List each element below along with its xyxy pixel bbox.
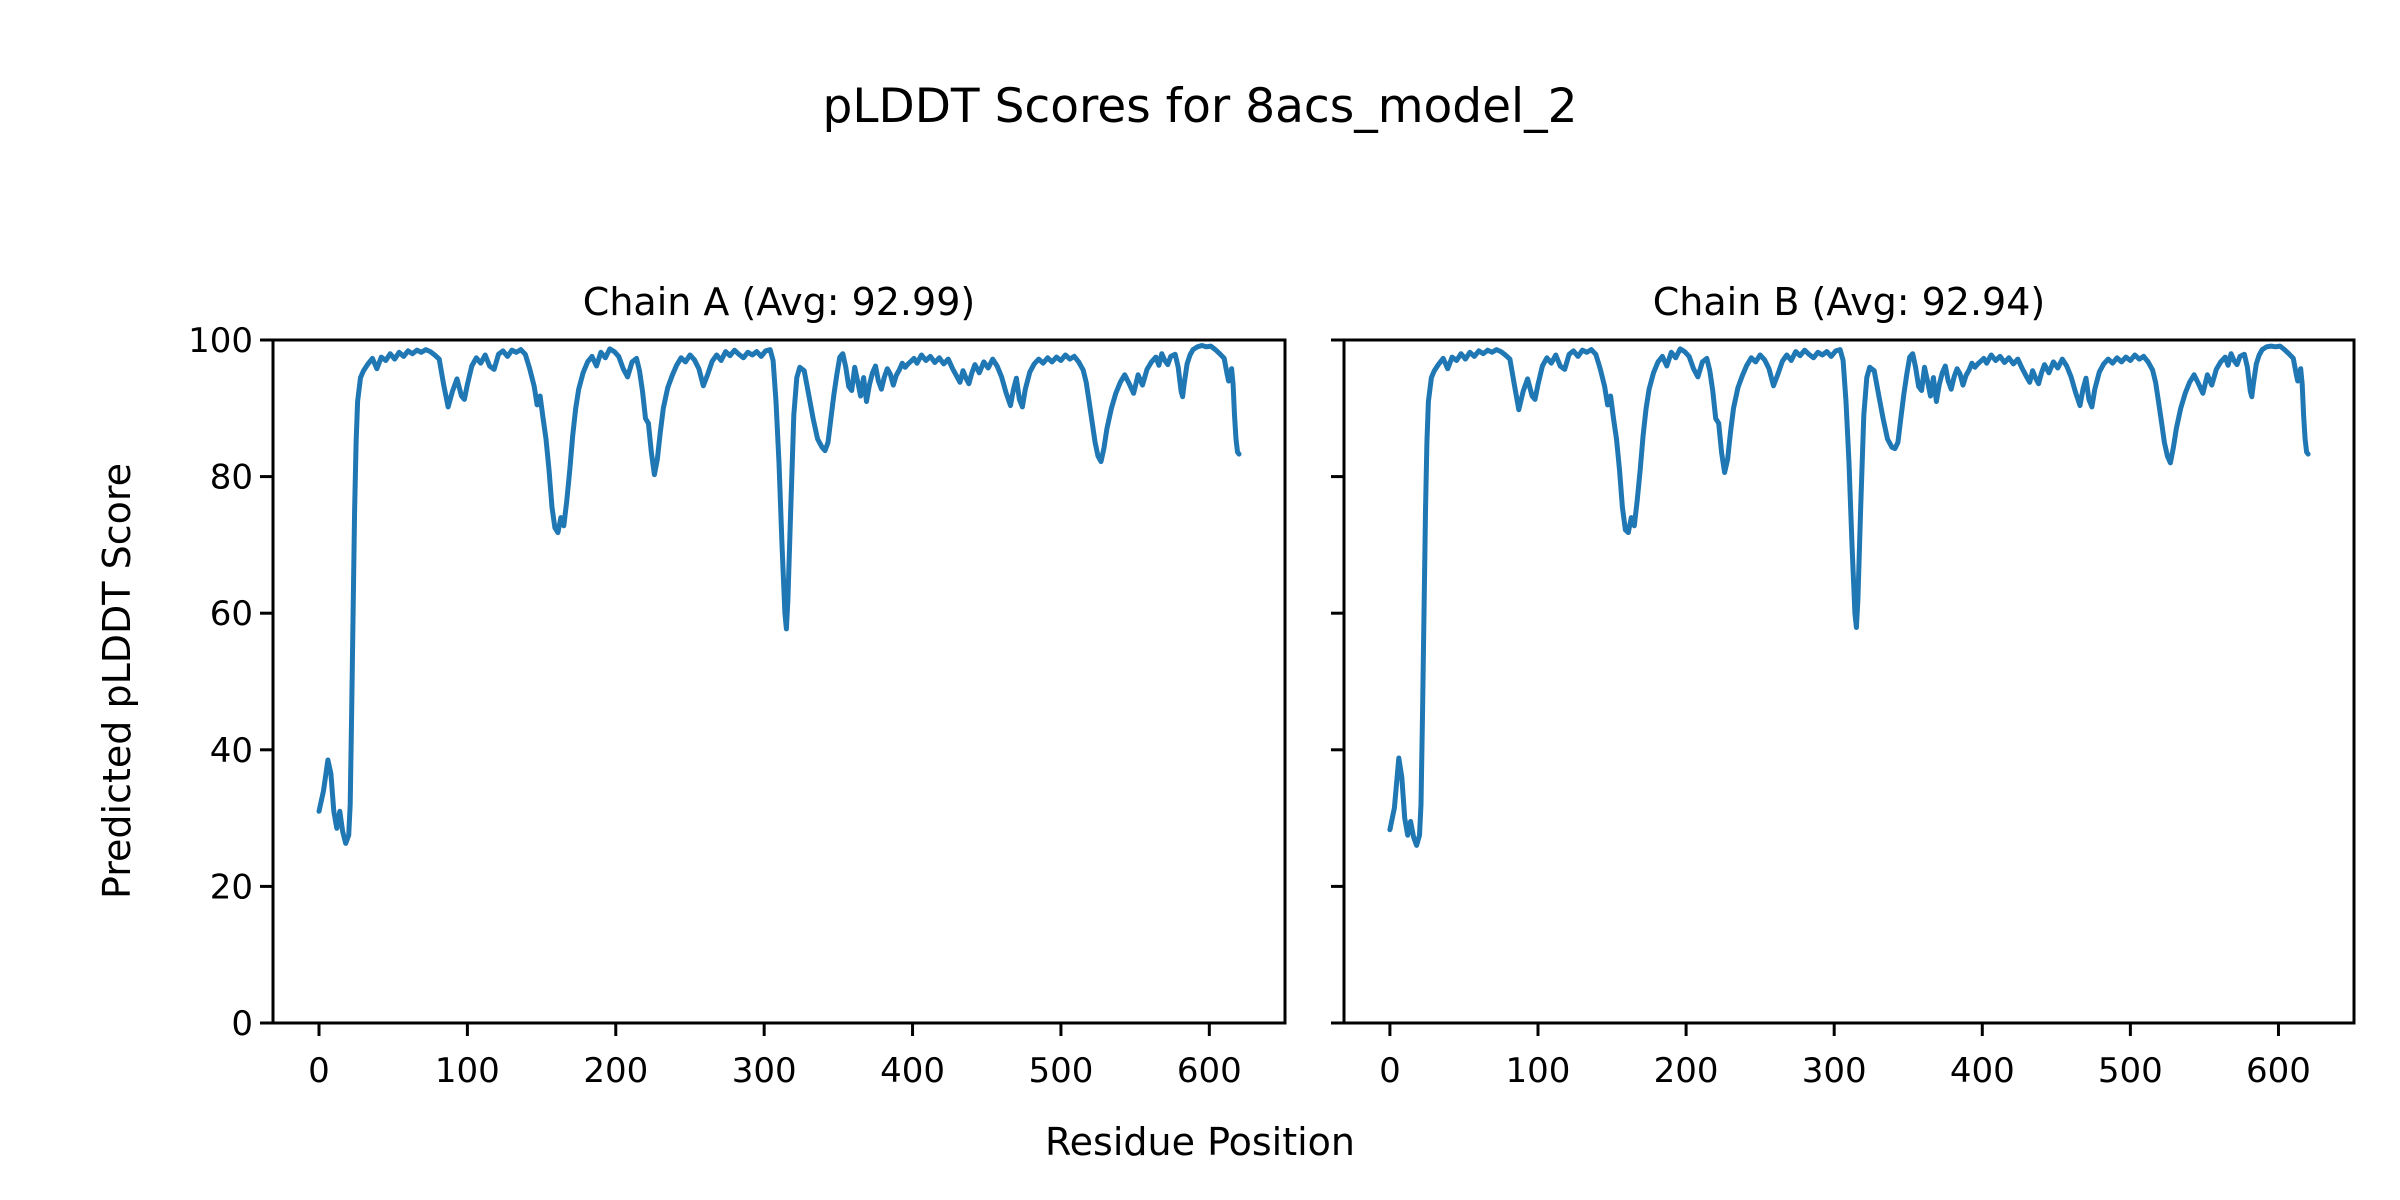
chain-b-plot-frame — [1342, 338, 2356, 1025]
x-tick-label: 0 — [1379, 1051, 1401, 1091]
figure-title: pLDDT Scores for 8acs_model_2 — [823, 79, 1578, 134]
chain-a-x-axis-ticks: 0 100 200 300 400 500 600 — [308, 1023, 1242, 1091]
y-tick-label: 20 — [210, 867, 253, 907]
chain-a-title: Chain A (Avg: 92.99) — [583, 280, 975, 324]
y-tick-label: 100 — [188, 321, 253, 361]
x-tick-label: 500 — [1028, 1051, 1093, 1091]
chain-b-title: Chain B (Avg: 92.94) — [1653, 280, 2045, 324]
chain-b-plddt-line — [1387, 343, 2311, 848]
x-tick-label: 300 — [732, 1051, 797, 1091]
x-tick-label: 200 — [1654, 1051, 1719, 1091]
x-tick-label: 400 — [1950, 1051, 2015, 1091]
y-tick-label: 0 — [231, 1004, 253, 1044]
y-tick-label: 60 — [210, 594, 253, 634]
x-tick-label: 600 — [1177, 1051, 1242, 1091]
x-tick-label: 600 — [2246, 1051, 2311, 1091]
y-tick-label: 40 — [210, 731, 253, 771]
chain-b-x-axis-ticks: 0 100 200 300 400 500 600 — [1379, 1023, 2311, 1091]
x-tick-label: 500 — [2098, 1051, 2163, 1091]
x-tick-label: 100 — [435, 1051, 500, 1091]
x-tick-label: 300 — [1802, 1051, 1867, 1091]
subplot-chain-a: Chain A (Avg: 92.99) 0 100 200 300 400 500 600… — [188, 280, 1287, 1091]
chain-a-y-axis-ticks: 0 20 40 60 80 100 — [188, 321, 273, 1044]
subplot-chain-b: Chain B (Avg: 92.94) 0 100 200 300 400 500 600 — [1331, 280, 2356, 1091]
x-tick-label: 100 — [1506, 1051, 1571, 1091]
x-tick-label: 200 — [583, 1051, 648, 1091]
chain-a-plddt-line — [316, 343, 1242, 846]
y-axis-label: Predicted pLDDT Score — [95, 463, 139, 899]
chain-b-y-axis-ticks — [1331, 338, 1344, 1025]
x-tick-label: 400 — [880, 1051, 945, 1091]
chain-a-plot-frame — [271, 338, 1287, 1025]
y-tick-label: 80 — [210, 458, 253, 498]
x-tick-label: 0 — [308, 1051, 330, 1091]
x-axis-label: Residue Position — [1045, 1120, 1355, 1164]
